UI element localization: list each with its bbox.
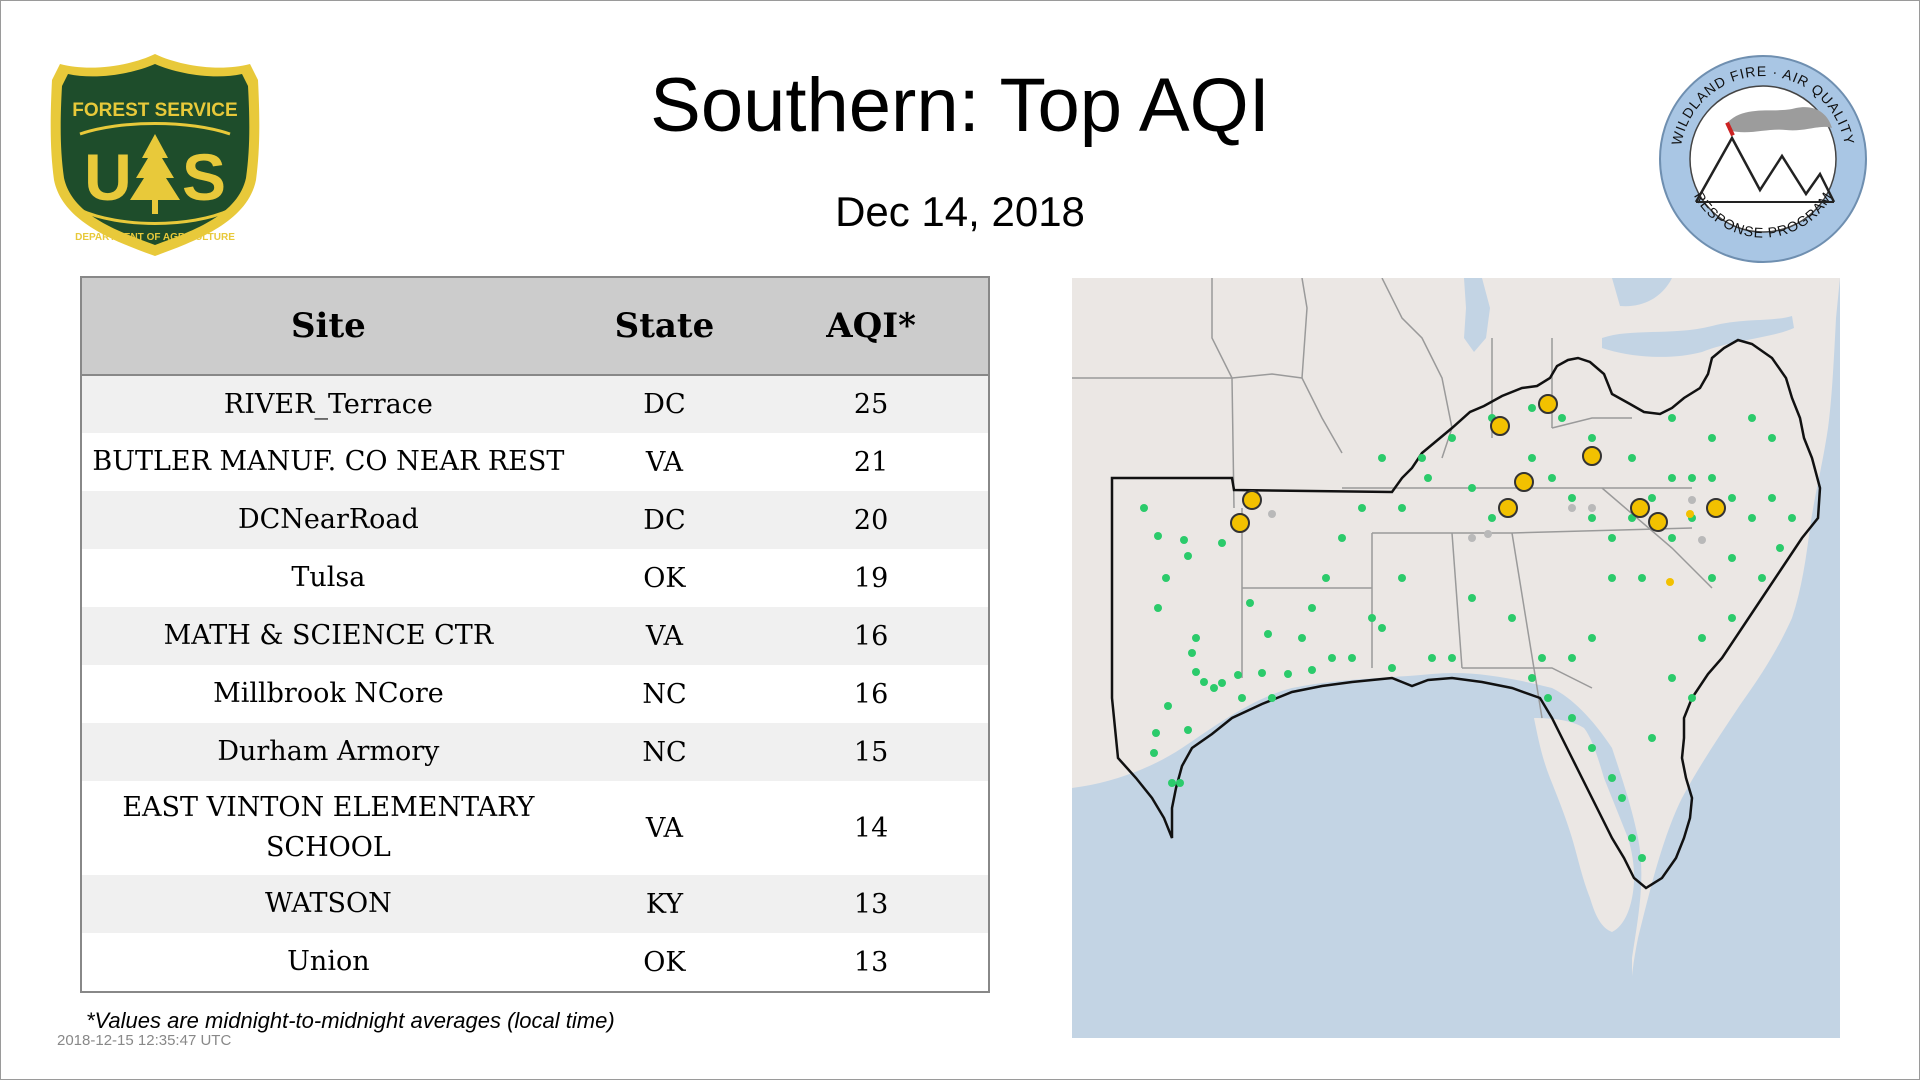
page-title: Southern: Top AQI [650,63,1270,148]
lake-michigan [1464,278,1490,352]
column-header-state: State [574,278,755,376]
atlantic-ocean [1630,278,1840,1038]
aqi-cell: 15 [853,736,889,768]
top-aqi-table: Site State AQI* RIVER_Terrace DC 25 BUTL… [80,276,990,993]
good-aqi-monitors [1140,404,1796,862]
aqi-cell: 16 [853,678,889,710]
table-row: DCNearRoad DC 20 [82,491,988,549]
aqi-cell: 20 [853,504,889,536]
table-row: MATH & SCIENCE CTR VA 16 [82,607,988,665]
site-cell: Millbrook NCore [213,678,444,709]
table-row: EAST VINTON ELEMENTARY SCHOOL VA 14 [82,781,988,875]
svg-text:S: S [182,140,226,214]
generated-timestamp: 2018-12-15 12:35:47 UTC [57,1032,232,1049]
aqi-cell: 13 [853,888,889,920]
lake-erie-ontario [1602,316,1794,357]
table-header-row: Site State AQI* [82,278,988,376]
column-header-aqi: AQI* [754,278,988,376]
moderate-aqi-small-monitors [1666,510,1694,586]
table-row: Tulsa OK 19 [82,549,988,607]
site-cell: Union [287,946,370,977]
wildland-fire-air-quality-logo: WILDLAND FIRE · AIR QUALITY RESPONSE PRO… [1659,55,1867,263]
site-cell: BUTLER MANUF. CO NEAR REST [92,446,565,477]
aqi-footnote: *Values are midnight-to-midnight average… [86,1008,615,1033]
southern-region-boundary [1110,338,1822,890]
column-header-site: Site [82,278,575,376]
table-row: Durham Armory NC 15 [82,723,988,781]
no-data-monitors [1268,496,1706,544]
state-cell: DC [643,389,686,420]
state-cell: NC [642,678,687,710]
table-row: RIVER_Terrace DC 25 [82,375,988,433]
state-cell: DC [643,504,686,536]
site-cell: Tulsa [291,562,366,593]
gulf-of-mexico [1072,672,1642,1038]
aqi-cell: 19 [853,562,889,594]
site-cell: EAST VINTON ELEMENTARY SCHOOL [122,792,535,863]
aqi-cell: 21 [853,446,889,478]
state-cell: VA [645,446,684,478]
site-cell: DCNearRoad [237,504,419,535]
svg-text:U: U [84,140,132,214]
site-cell: RIVER_Terrace [223,388,433,420]
lake-huron [1612,278,1672,307]
florida-peninsula [1534,718,1635,932]
table-row: Union OK 13 [82,933,988,991]
table-row: BUTLER MANUF. CO NEAR REST VA 21 [82,433,988,491]
state-cell: NC [642,736,687,768]
site-cell: WATSON [265,888,392,919]
svg-text:FOREST SERVICE: FOREST SERVICE [72,100,237,121]
state-cell: VA [645,812,684,844]
forest-service-logo: FOREST SERVICE U S DEPARTMENT OF AGRICUL… [50,54,260,256]
report-date: Dec 14, 2018 [835,188,1085,235]
table-row: Millbrook NCore NC 16 [82,665,988,723]
state-cell: KY [645,888,684,920]
site-cell: MATH & SCIENCE CTR [163,620,494,651]
state-cell: OK [643,562,686,594]
site-cell: Durham Armory [217,736,440,767]
table-row: WATSON KY 13 [82,875,988,933]
state-cell: VA [645,620,684,652]
aqi-cell: 13 [853,946,889,978]
southern-region-monitor-map [1072,278,1840,1038]
aqi-cell: 14 [853,812,889,844]
state-cell: OK [643,946,686,978]
aqi-cell: 25 [853,389,889,420]
top-aqi-site-markers [1230,394,1726,533]
svg-text:DEPARTMENT OF AGRICULTURE: DEPARTMENT OF AGRICULTURE [75,232,235,243]
aqi-cell: 16 [853,620,889,652]
